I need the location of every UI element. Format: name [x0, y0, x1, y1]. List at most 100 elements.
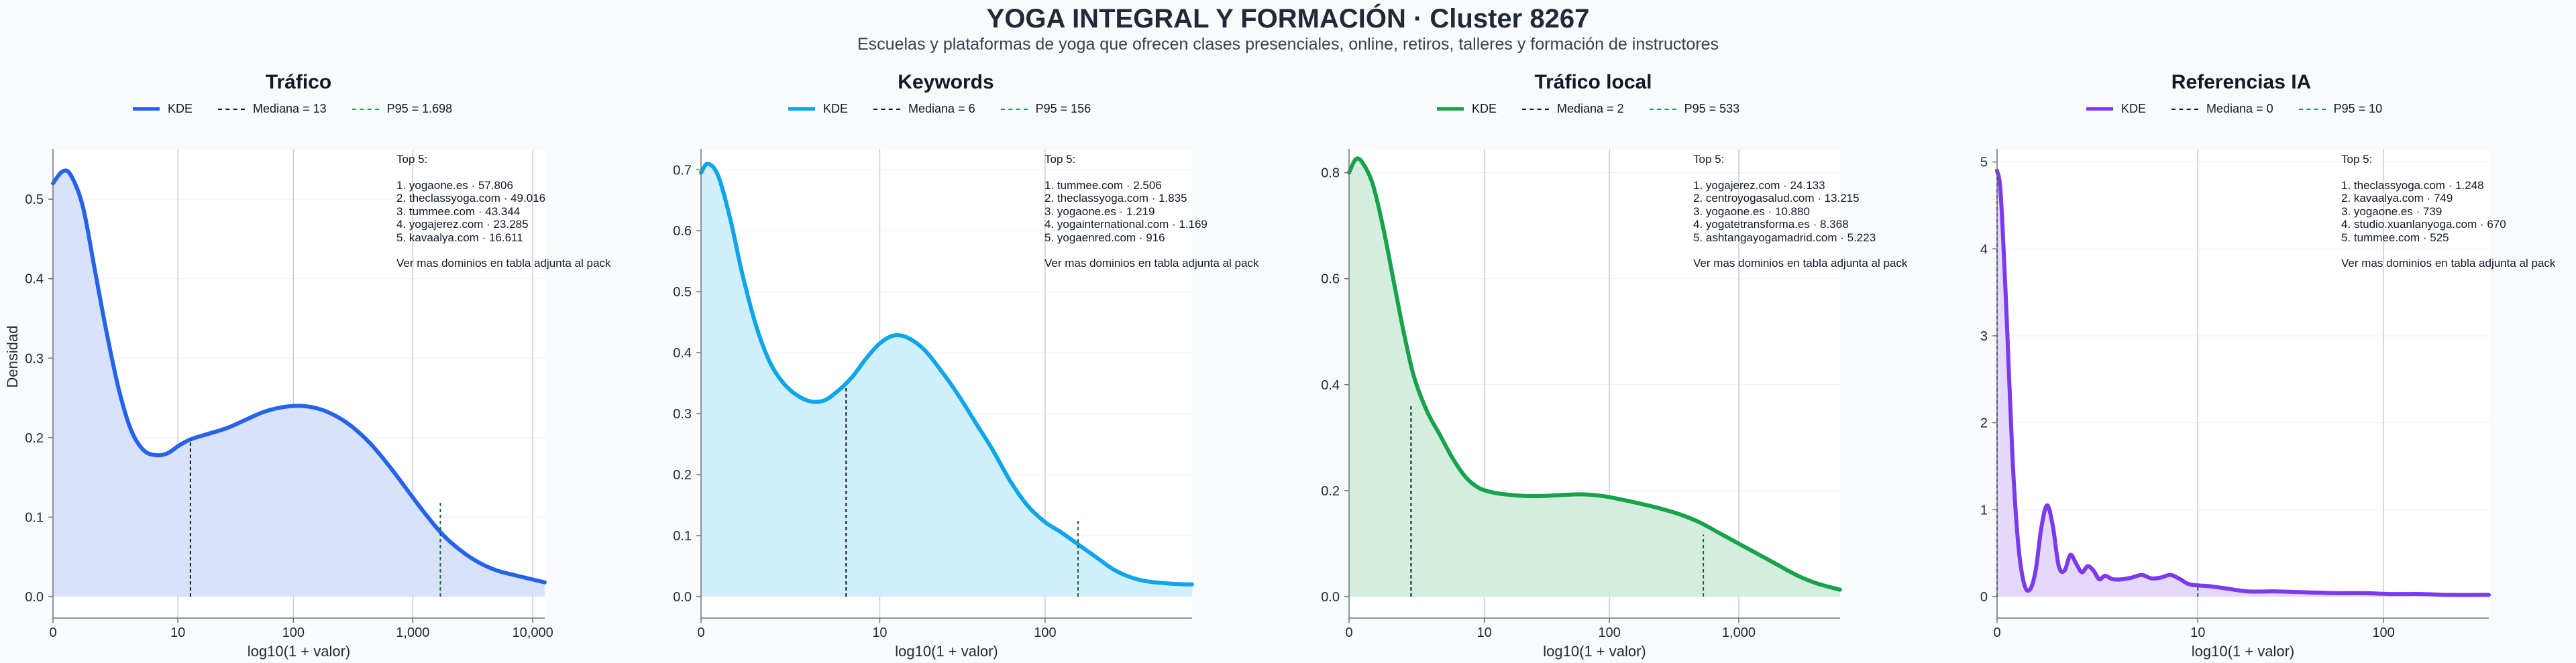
median-swatch — [1522, 108, 1550, 110]
kde-area — [1349, 158, 1840, 597]
kde-line — [1347, 156, 1842, 592]
legend-p95-label: P95 = 10 — [2333, 102, 2383, 115]
panel-title-trafico-local: Tráfico local — [1534, 71, 1652, 93]
legend-item-median: Mediana = 6 — [873, 102, 975, 116]
x-tick-label: 100 — [282, 625, 305, 640]
top5-item: 3. yogaone.es · 739 — [2341, 204, 2443, 218]
y-tick-label: 0.2 — [1321, 484, 1340, 499]
panel-title-referencias-ia: Referencias IA — [2171, 71, 2312, 93]
top5-item: 2. theclassyoga.com · 49.016 — [396, 192, 546, 204]
y-tick-label: 0.8 — [1321, 166, 1340, 181]
panel-title-trafico: Tráfico — [265, 71, 332, 93]
y-tick-label: 3 — [1980, 329, 1988, 344]
x-tick-label: 0 — [697, 625, 704, 640]
top5-item: 4. yogajerez.com · 23.285 — [396, 218, 529, 231]
top5-item: 1. yogajerez.com · 24.133 — [1693, 178, 1825, 192]
top5-item: 1. yogaone.es · 57.806 — [396, 178, 513, 192]
median-swatch — [873, 108, 901, 110]
x-axis-label: log10(1 + valor) — [2192, 643, 2294, 660]
legend-item-kde: KDE — [1437, 102, 1497, 116]
kde-line — [1995, 168, 2491, 597]
top5-footer: Ver mas dominios en tabla adjunta al pac… — [2341, 257, 2556, 269]
y-tick-label: 1 — [1980, 503, 1988, 518]
legend-median-label: Mediana = 0 — [2206, 102, 2273, 115]
top5-footer: Ver mas dominios en tabla adjunta al pac… — [396, 257, 611, 269]
kde-swatch — [788, 107, 815, 111]
kde-swatch — [133, 107, 160, 111]
x-tick-label: 0 — [49, 625, 56, 640]
top5-item: 5. ashtangayogamadrid.com · 5.223 — [1693, 231, 1876, 244]
top5-footer: Ver mas dominios en tabla adjunta al pac… — [1044, 257, 1259, 269]
kde-area — [53, 170, 545, 597]
top5-item: 2. theclassyoga.com · 1.835 — [1044, 192, 1187, 204]
x-tick-label: 10 — [1477, 625, 1491, 640]
x-tick-label: 10 — [2190, 625, 2205, 640]
legend-p95-label: P95 = 533 — [1684, 102, 1740, 115]
kde-line — [51, 168, 547, 585]
legend-median-label: Mediana = 6 — [908, 102, 975, 115]
x-tick-label: 1,000 — [1722, 625, 1756, 640]
y-tick-label: 0.3 — [673, 407, 692, 422]
legend-item-p95: P95 = 1.698 — [352, 102, 452, 116]
y-tick-label: 0.2 — [25, 431, 44, 446]
legend-median-label: Mediana = 13 — [253, 102, 327, 115]
plot-area — [1997, 149, 2489, 618]
y-tick-label: 5 — [1980, 156, 1988, 170]
y-tick-label: 0.0 — [673, 590, 692, 605]
top5-title: Top 5: — [1693, 153, 1725, 166]
top5-title: Top 5: — [1044, 153, 1076, 166]
kde-area — [1997, 170, 2489, 597]
x-tick-label: 10,000 — [513, 625, 553, 640]
legend-item-kde: KDE — [133, 102, 193, 116]
legend-trafico: KDE Mediana = 13 P95 = 1.698 — [133, 102, 467, 116]
x-axis-label: log10(1 + valor) — [248, 643, 350, 660]
legend-keywords: KDE Mediana = 6 P95 = 156 — [788, 102, 1106, 116]
top5-box-keywords: Top 5: 1. tummee.com · 2.506 2. theclassyo… — [1044, 153, 1258, 270]
legend-item-median: Mediana = 0 — [2171, 102, 2273, 116]
x-tick-label: 1,000 — [396, 625, 429, 640]
legend-item-p95: P95 = 10 — [2298, 102, 2383, 116]
top5-item: 5. yogaenred.com · 916 — [1044, 231, 1165, 244]
legend-kde-label: KDE — [168, 102, 193, 115]
kde-swatch — [2086, 107, 2113, 111]
p95-swatch — [1649, 108, 1676, 110]
x-axis-label: log10(1 + valor) — [895, 643, 998, 660]
legend-kde-label: KDE — [1472, 102, 1497, 115]
legend-item-kde: KDE — [788, 102, 848, 116]
top5-item: 3. tummee.com · 43.344 — [396, 204, 521, 218]
kde-line — [699, 162, 1194, 587]
x-axis-label: log10(1 + valor) — [1543, 643, 1646, 660]
y-tick-label: 0.7 — [673, 163, 692, 178]
y-tick-label: 0.2 — [673, 468, 692, 483]
x-tick-label: 10 — [872, 625, 887, 640]
x-tick-label: 0 — [1345, 625, 1352, 640]
top5-box-trafico: Top 5: 1. yogaone.es · 57.806 2. theclassy… — [396, 153, 610, 270]
y-tick-label: 0.0 — [25, 590, 44, 605]
x-tick-label: 100 — [2372, 625, 2394, 640]
legend-item-median: Mediana = 2 — [1522, 102, 1624, 116]
top5-item: 1. theclassyoga.com · 1.248 — [2341, 178, 2484, 192]
y-tick-label: 2 — [1980, 416, 1988, 431]
y-tick-label: 0.4 — [1321, 378, 1340, 393]
page-subtitle: Escuelas y plataformas de yoga que ofrec… — [857, 35, 1719, 54]
page-title: YOGA INTEGRAL Y FORMACIÓN · Cluster 8267 — [986, 4, 1590, 34]
median-swatch — [218, 108, 246, 110]
y-tick-label: 0.3 — [25, 351, 44, 366]
top5-box-trafico-local: Top 5: 1. yogajerez.com · 24.133 2. centro… — [1693, 153, 1907, 270]
x-tick-label: 100 — [1034, 625, 1056, 640]
legend-trafico-local: KDE Mediana = 2 P95 = 533 — [1437, 102, 1754, 116]
legend-item-p95: P95 = 156 — [1000, 102, 1091, 116]
legend-item-kde: KDE — [2086, 102, 2146, 116]
legend-referencias-ia: KDE Mediana = 0 P95 = 10 — [2086, 102, 2397, 116]
y-tick-label: 0.6 — [673, 224, 692, 239]
top5-item: 2. kavaalya.com · 749 — [2341, 192, 2453, 204]
top5-item: 4. studio.xuanlanyoga.com · 670 — [2341, 218, 2506, 231]
y-tick-label: 0.4 — [673, 346, 692, 361]
top5-item: 4. yogainternational.com · 1.169 — [1044, 218, 1208, 231]
median-swatch — [2171, 108, 2199, 110]
x-tick-label: 0 — [1993, 625, 2000, 640]
top5-item: 5. kavaalya.com · 16.611 — [396, 231, 523, 244]
p95-swatch — [2298, 108, 2326, 110]
x-tick-label: 10 — [170, 625, 185, 640]
